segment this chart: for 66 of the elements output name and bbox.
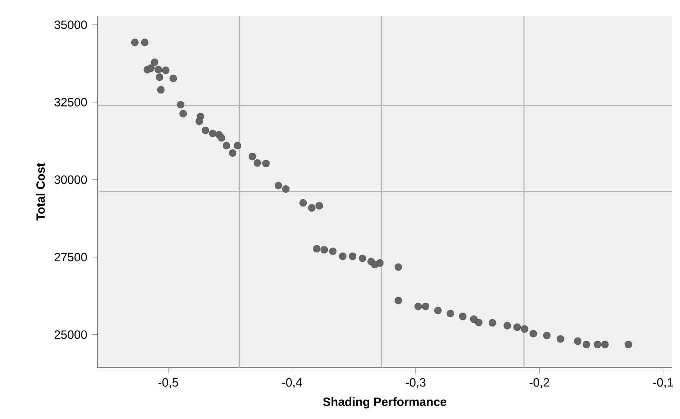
point bbox=[521, 326, 529, 334]
point bbox=[422, 302, 430, 310]
point bbox=[248, 152, 256, 160]
point bbox=[177, 101, 185, 109]
point bbox=[222, 142, 230, 150]
point bbox=[141, 38, 149, 46]
point bbox=[470, 316, 478, 324]
x-tick-label: -0,5 bbox=[158, 378, 178, 388]
x-tick-label: -0,1 bbox=[654, 378, 674, 388]
point bbox=[218, 134, 226, 142]
y-tick-label: 27500 bbox=[54, 253, 88, 262]
point bbox=[151, 58, 159, 66]
point bbox=[308, 204, 316, 212]
point bbox=[488, 319, 496, 327]
x-tick-label: -0,4 bbox=[282, 378, 302, 388]
point bbox=[434, 306, 442, 314]
point bbox=[459, 312, 467, 320]
point bbox=[329, 248, 337, 256]
point bbox=[320, 246, 328, 254]
point bbox=[274, 182, 282, 190]
point bbox=[202, 126, 210, 134]
point bbox=[594, 341, 602, 348]
point bbox=[475, 319, 483, 326]
x-axis-title: Shading Performance bbox=[323, 397, 447, 409]
point bbox=[157, 86, 165, 94]
point bbox=[262, 160, 270, 168]
point bbox=[394, 297, 402, 304]
point bbox=[300, 199, 308, 207]
y-tick-label: 25000 bbox=[54, 330, 88, 340]
point bbox=[543, 332, 551, 340]
x-tick-label: -0,2 bbox=[530, 378, 550, 388]
point bbox=[504, 322, 512, 330]
point bbox=[316, 202, 324, 210]
point bbox=[209, 130, 217, 138]
point bbox=[414, 302, 422, 310]
point bbox=[147, 64, 155, 72]
point bbox=[394, 264, 402, 272]
point bbox=[170, 74, 178, 82]
y-axis-title: Total Cost bbox=[36, 163, 46, 221]
point bbox=[313, 245, 321, 253]
point bbox=[229, 150, 237, 158]
point bbox=[582, 341, 590, 348]
x-tick-label: -0,3 bbox=[406, 378, 426, 388]
point bbox=[349, 252, 357, 260]
point bbox=[180, 110, 188, 118]
point bbox=[282, 185, 290, 193]
point bbox=[196, 118, 204, 126]
y-tick-label: 35000 bbox=[54, 20, 88, 30]
point bbox=[339, 252, 347, 260]
point bbox=[514, 324, 522, 332]
point bbox=[574, 338, 582, 346]
point bbox=[131, 38, 139, 46]
point bbox=[601, 341, 609, 348]
point bbox=[162, 66, 170, 74]
point bbox=[446, 310, 454, 318]
y-tick-label: 30000 bbox=[54, 176, 88, 184]
point bbox=[371, 261, 379, 269]
point bbox=[234, 142, 242, 150]
point bbox=[359, 254, 366, 262]
point bbox=[556, 335, 564, 343]
point bbox=[154, 66, 162, 74]
y-tick-label: 32500 bbox=[54, 98, 88, 107]
point bbox=[624, 341, 632, 348]
point bbox=[156, 74, 164, 82]
point bbox=[254, 159, 262, 167]
point bbox=[530, 330, 538, 338]
